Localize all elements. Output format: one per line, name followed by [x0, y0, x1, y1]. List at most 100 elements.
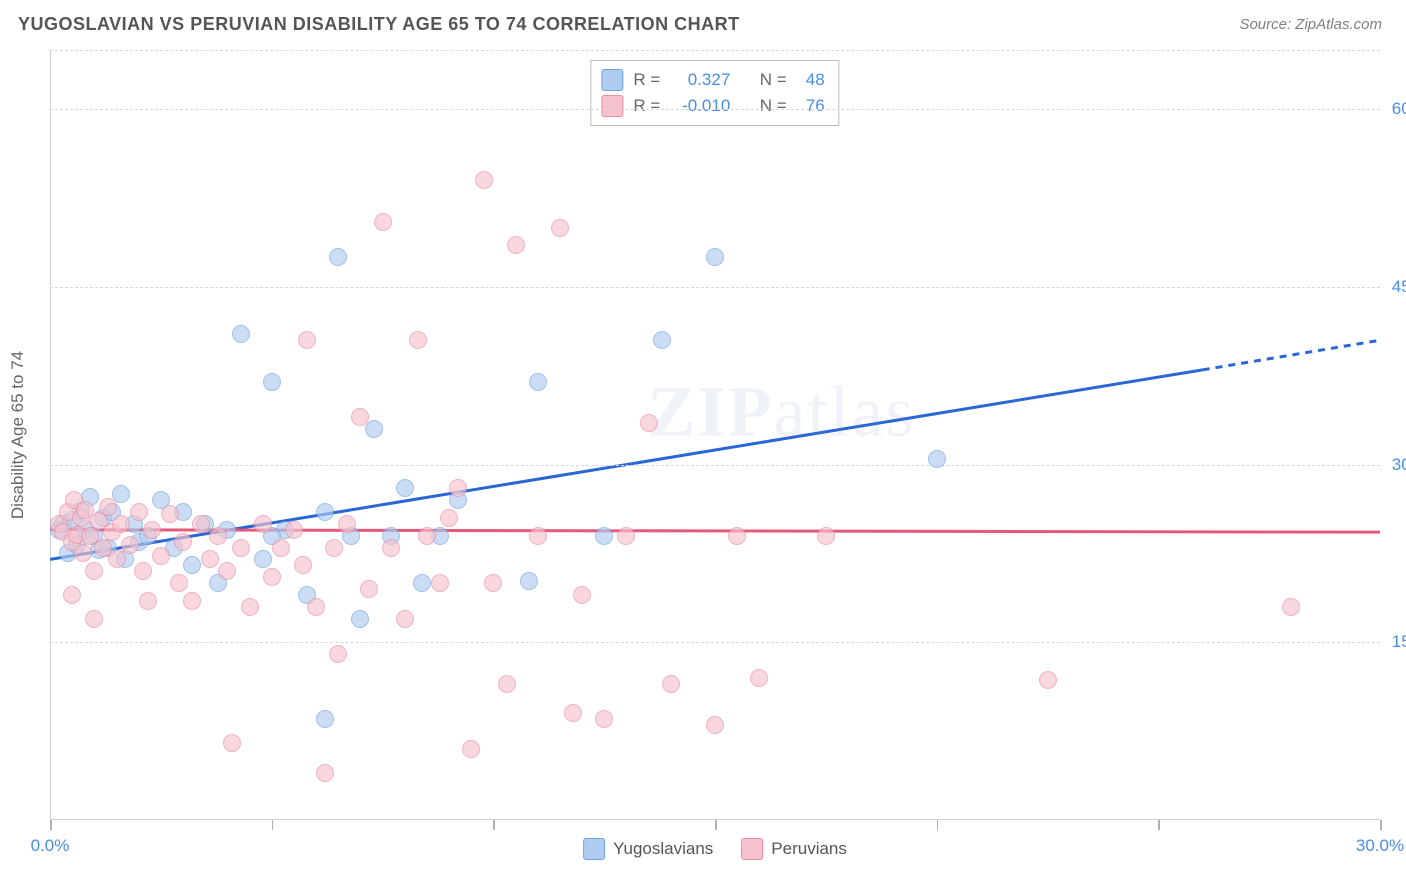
x-tick	[493, 820, 495, 830]
data-point	[192, 515, 210, 533]
correlation-row: R =-0.010 N =76	[601, 93, 824, 119]
legend-label: Yugoslavians	[613, 839, 713, 859]
data-point	[817, 527, 835, 545]
data-point	[640, 414, 658, 432]
data-point	[263, 568, 281, 586]
data-point	[728, 527, 746, 545]
data-point	[254, 550, 272, 568]
data-point	[431, 574, 449, 592]
data-point	[218, 562, 236, 580]
series-legend: Yugoslavians Peruvians	[583, 838, 847, 860]
data-point	[338, 515, 356, 533]
data-point	[507, 236, 525, 254]
data-point	[183, 556, 201, 574]
data-point	[152, 547, 170, 565]
legend-item: Peruvians	[741, 838, 847, 860]
data-point	[298, 331, 316, 349]
x-tick	[715, 820, 717, 830]
data-point	[351, 408, 369, 426]
source-attribution: Source: ZipAtlas.com	[1239, 16, 1382, 33]
data-point	[418, 527, 436, 545]
data-point	[551, 219, 569, 237]
data-point	[294, 556, 312, 574]
data-point	[209, 527, 227, 545]
data-point	[263, 373, 281, 391]
grid-line	[50, 642, 1380, 643]
data-point	[750, 669, 768, 687]
scatter-chart: ZIPatlas R =0.327 N =48R =-0.010 N =76 1…	[50, 50, 1380, 820]
data-point	[161, 505, 179, 523]
correlation-row: R =0.327 N =48	[601, 67, 824, 93]
data-point	[1282, 598, 1300, 616]
y-axis	[50, 50, 51, 820]
legend-swatch	[583, 838, 605, 860]
data-point	[85, 562, 103, 580]
data-point	[351, 610, 369, 628]
data-point	[170, 574, 188, 592]
data-point	[272, 539, 290, 557]
data-point	[316, 710, 334, 728]
data-point	[329, 248, 347, 266]
data-point	[63, 586, 81, 604]
x-tick	[937, 820, 939, 830]
data-point	[564, 704, 582, 722]
data-point	[475, 171, 493, 189]
data-point	[928, 450, 946, 468]
data-point	[360, 580, 378, 598]
data-point	[449, 479, 467, 497]
data-point	[130, 503, 148, 521]
data-point	[409, 331, 427, 349]
data-point	[529, 373, 547, 391]
data-point	[316, 503, 334, 521]
data-point	[662, 675, 680, 693]
x-tick-label: 0.0%	[31, 836, 70, 856]
x-tick	[1158, 820, 1160, 830]
data-point	[232, 325, 250, 343]
data-point	[99, 498, 117, 516]
data-point	[325, 539, 343, 557]
legend-item: Yugoslavians	[583, 838, 713, 860]
x-tick-label: 30.0%	[1356, 836, 1404, 856]
legend-swatch	[601, 69, 623, 91]
data-point	[112, 485, 130, 503]
data-point	[706, 716, 724, 734]
chart-title: YUGOSLAVIAN VS PERUVIAN DISABILITY AGE 6…	[18, 14, 740, 35]
data-point	[112, 515, 130, 533]
data-point	[1039, 671, 1057, 689]
x-tick	[272, 820, 274, 830]
y-tick-label: 60.0%	[1392, 99, 1406, 119]
data-point	[396, 610, 414, 628]
data-point	[329, 645, 347, 663]
data-point	[706, 248, 724, 266]
data-point	[462, 740, 480, 758]
data-point	[85, 610, 103, 628]
data-point	[498, 675, 516, 693]
data-point	[285, 521, 303, 539]
data-point	[484, 574, 502, 592]
legend-label: Peruvians	[771, 839, 847, 859]
legend-swatch	[601, 95, 623, 117]
data-point	[74, 544, 92, 562]
watermark: ZIPatlas	[648, 370, 916, 453]
data-point	[595, 527, 613, 545]
data-point	[529, 527, 547, 545]
trend-lines	[50, 50, 1380, 820]
y-tick-label: 15.0%	[1392, 632, 1406, 652]
data-point	[396, 479, 414, 497]
data-point	[134, 562, 152, 580]
data-point	[440, 509, 458, 527]
y-axis-label: Disability Age 65 to 74	[8, 351, 28, 519]
x-tick	[1380, 820, 1382, 830]
data-point	[174, 533, 192, 551]
data-point	[307, 598, 325, 616]
data-point	[139, 592, 157, 610]
data-point	[617, 527, 635, 545]
data-point	[108, 550, 126, 568]
grid-line	[50, 465, 1380, 466]
x-tick	[50, 820, 52, 830]
data-point	[374, 213, 392, 231]
data-point	[232, 539, 250, 557]
data-point	[653, 331, 671, 349]
y-tick-label: 30.0%	[1392, 455, 1406, 475]
data-point	[241, 598, 259, 616]
